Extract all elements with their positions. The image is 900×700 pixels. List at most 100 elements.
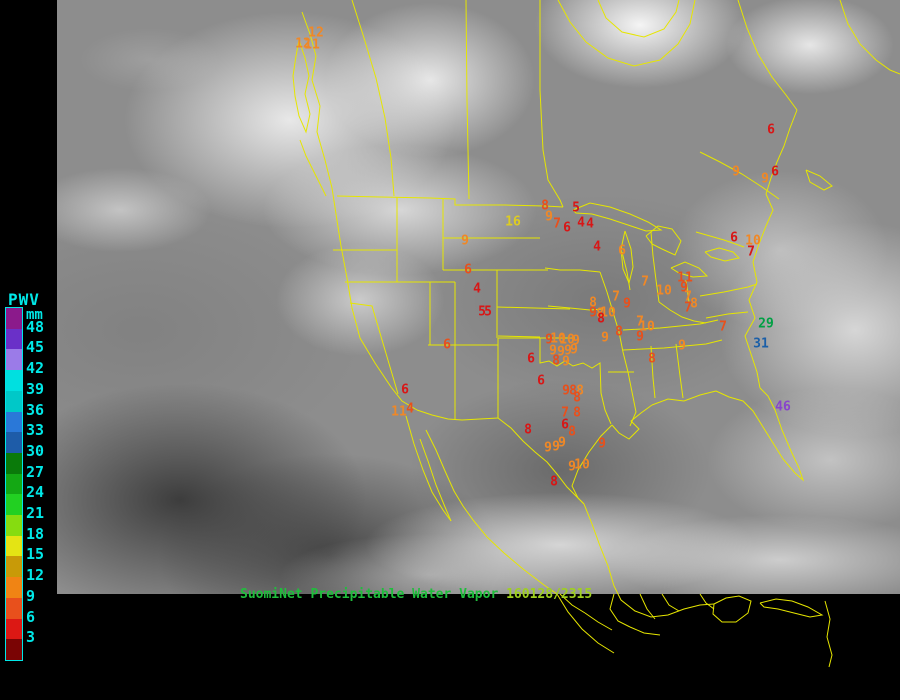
station-pwv-value: 8	[568, 424, 576, 440]
legend-label: 45	[26, 338, 45, 357]
station-pwv-value: 9	[572, 333, 580, 349]
legend-label: 42	[26, 359, 45, 378]
legend-title: PWV	[8, 290, 40, 309]
legend-label: 24	[26, 483, 45, 502]
legend-label: 33	[26, 421, 45, 440]
station-pwv-value: 8	[596, 306, 604, 322]
product-title-text: SuomiNet Precipitable Water Vapor	[240, 587, 507, 602]
station-pwv-value: 8	[550, 474, 558, 490]
legend-block	[6, 411, 22, 433]
station-pwv-value: 11	[304, 37, 320, 53]
station-pwv-value: 6	[401, 382, 409, 398]
legend-label: 6	[26, 607, 36, 626]
legend-block	[6, 618, 22, 640]
legend-label: 21	[26, 504, 45, 523]
station-pwv-value: 9	[552, 439, 560, 455]
station-pwv-value: 9	[589, 305, 597, 321]
station-pwv-value: 9	[562, 383, 570, 399]
station-pwv-value: 12	[308, 25, 324, 41]
station-pwv-value: 11	[391, 404, 407, 420]
station-pwv-value: 6	[443, 337, 451, 353]
legend-block	[6, 349, 22, 371]
legend-label: 27	[26, 462, 45, 481]
station-pwv-value: 9	[544, 440, 552, 456]
station-pwv-value: 7	[561, 405, 569, 421]
station-pwv-value: 5	[478, 304, 486, 320]
legend-label: 12	[26, 566, 45, 585]
station-pwv-value: 4	[406, 401, 414, 417]
station-pwv-value: 8	[573, 405, 581, 421]
station-pwv-value: 29	[758, 316, 774, 332]
station-pwv-value: 7	[636, 314, 644, 330]
station-pwv-value: 5	[572, 200, 580, 216]
station-pwv-value: 10	[639, 319, 655, 335]
station-pwv-value: 7	[553, 216, 561, 232]
station-pwv-value: 10	[600, 305, 616, 321]
station-pwv-value: 8	[597, 311, 605, 327]
legend-block	[6, 639, 22, 660]
legend-unit: mm	[26, 307, 43, 323]
legend-block	[6, 535, 22, 557]
station-pwv-value: 6	[561, 417, 569, 433]
legend-label: 36	[26, 400, 45, 419]
station-pwv-value: 9	[549, 343, 557, 359]
station-pwv-value: 10	[656, 283, 672, 299]
legend-block	[6, 473, 22, 495]
station-pwv-value: 9	[557, 344, 565, 360]
station-pwv-value: 9	[568, 459, 576, 475]
legend-block	[6, 494, 22, 516]
station-pwv-value: 6	[730, 230, 738, 246]
station-pwv-value: 12	[295, 36, 311, 52]
station-pwv-value: 9	[761, 171, 769, 187]
station-pwv-value: 10	[745, 233, 761, 249]
legend-block	[6, 597, 22, 619]
station-pwv-value: 8	[541, 198, 549, 214]
station-pwv-value: 16	[505, 214, 521, 230]
legend-block	[6, 308, 22, 329]
legend-color-bar	[5, 307, 23, 661]
product-timestamp: 160128/2315	[506, 587, 593, 602]
station-pwv-value: 4	[586, 216, 594, 232]
station-pwv-value: 8	[576, 383, 584, 399]
station-pwv-value: 9	[636, 329, 644, 345]
legend-label: 48	[26, 317, 45, 336]
station-pwv-value: 9	[601, 330, 609, 346]
station-pwv-value: 9	[545, 209, 553, 225]
station-pwv-value: 6	[767, 122, 775, 138]
station-pwv-value: 8	[615, 324, 623, 340]
station-pwv-value: 9	[564, 343, 572, 359]
legend-block	[6, 577, 22, 598]
legend-block	[6, 328, 22, 350]
legend-labels: 48 45 42 39 36 33 30 27 24 21 18 15 12 9 6 3	[26, 307, 56, 661]
station-pwv-value: 9	[678, 338, 686, 354]
station-pwv-value: 8	[569, 383, 577, 399]
station-pwv-value: 9	[732, 164, 740, 180]
pwv-color-scale: PWV mm 48 45 42 39 36 33 30 27 24 21 18 15 12 9 6 3	[0, 288, 56, 668]
legend-block	[6, 370, 22, 391]
station-pwv-value: 6	[464, 262, 472, 278]
station-pwv-value: 10	[550, 331, 566, 347]
station-pwv-value: 4	[473, 281, 481, 297]
station-pwv-value: 31	[753, 336, 769, 352]
legend-block	[6, 390, 22, 412]
product-title: SuomiNet Precipitable Water Vapor 160128…	[240, 587, 592, 602]
station-pwv-value: 5	[484, 304, 492, 320]
station-pwv-value: 7	[684, 300, 692, 316]
station-pwv-value: 6	[771, 164, 779, 180]
station-pwv-value: 6	[537, 373, 545, 389]
station-pwv-value: 9	[570, 342, 578, 358]
station-pwv-value: 6	[563, 220, 571, 236]
legend-block	[6, 515, 22, 536]
station-pwv-value: 8	[690, 296, 698, 312]
legend-label: 3	[26, 628, 36, 647]
station-pwv-value: 6	[618, 243, 626, 259]
station-pwv-value: 9	[461, 233, 469, 249]
station-pwv-value: 9	[623, 296, 631, 312]
station-pwv-value: 9	[558, 435, 566, 451]
station-pwv-value: 9	[598, 436, 606, 452]
station-pwv-value: 7	[641, 274, 649, 290]
legend-block	[6, 556, 22, 578]
legend-label: 30	[26, 441, 45, 460]
station-pwv-value: 8	[552, 353, 560, 369]
